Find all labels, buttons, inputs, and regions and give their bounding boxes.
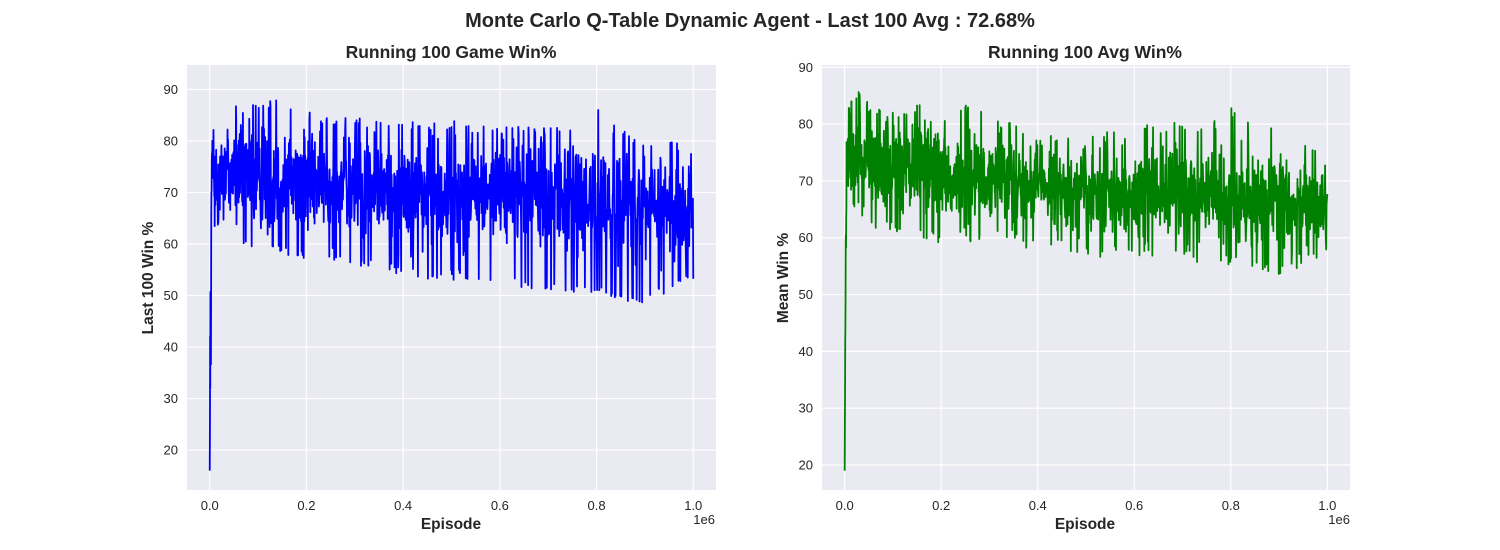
y-tick-label: 50 [164, 288, 178, 303]
series-line [208, 99, 695, 471]
y-tick-label: 90 [799, 60, 813, 75]
y-tick-label: 20 [164, 443, 178, 458]
x-tick-label: 0.2 [297, 498, 315, 513]
x-offset-text: 1e6 [1328, 512, 1350, 527]
figure-title: Monte Carlo Q-Table Dynamic Agent - Last… [465, 10, 1035, 32]
y-axis-label: Mean Win % [775, 233, 792, 324]
y-tick-label: 40 [164, 340, 178, 355]
x-tick-label: 0.8 [1222, 498, 1240, 513]
y-tick-label: 40 [799, 344, 813, 359]
x-tick-label: 1.0 [1318, 498, 1336, 513]
y-tick-label: 80 [164, 133, 178, 148]
y-tick-label: 50 [799, 287, 813, 302]
y-tick-label: 70 [799, 173, 813, 188]
x-axis-label: Episode [421, 516, 482, 533]
y-tick-label: 60 [164, 237, 178, 252]
x-tick-label: 0.2 [932, 498, 950, 513]
y-tick-label: 90 [164, 82, 178, 97]
x-offset-text: 1e6 [693, 512, 715, 527]
x-tick-label: 0.6 [491, 498, 509, 513]
y-tick-label: 30 [799, 401, 813, 416]
y-tick-label: 80 [799, 117, 813, 132]
x-tick-label: 0.0 [836, 498, 854, 513]
x-tick-label: 1.0 [684, 498, 702, 513]
plot-area [822, 65, 1350, 490]
y-tick-label: 60 [799, 230, 813, 245]
x-axis-label: Episode [1055, 516, 1116, 533]
chart-running-100-avg-win: Running 100 Avg Win% Episode Mean Win % … [775, 42, 1350, 533]
series-line [843, 91, 1329, 471]
chart-title: Running 100 Game Win% [346, 42, 557, 62]
y-tick-label: 30 [164, 391, 178, 406]
x-tick-label: 0.4 [1029, 498, 1047, 513]
y-axis-label: Last 100 Win % [140, 221, 157, 334]
x-tick-label: 0.8 [588, 498, 606, 513]
chart-title: Running 100 Avg Win% [988, 42, 1182, 62]
x-tick-label: 0.6 [1125, 498, 1143, 513]
y-tick-label: 70 [164, 185, 178, 200]
x-tick-label: 0.0 [201, 498, 219, 513]
chart-running-100-game-win: Running 100 Game Win% Episode Last 100 W… [140, 42, 716, 533]
x-tick-label: 0.4 [394, 498, 412, 513]
y-tick-label: 20 [799, 458, 813, 473]
